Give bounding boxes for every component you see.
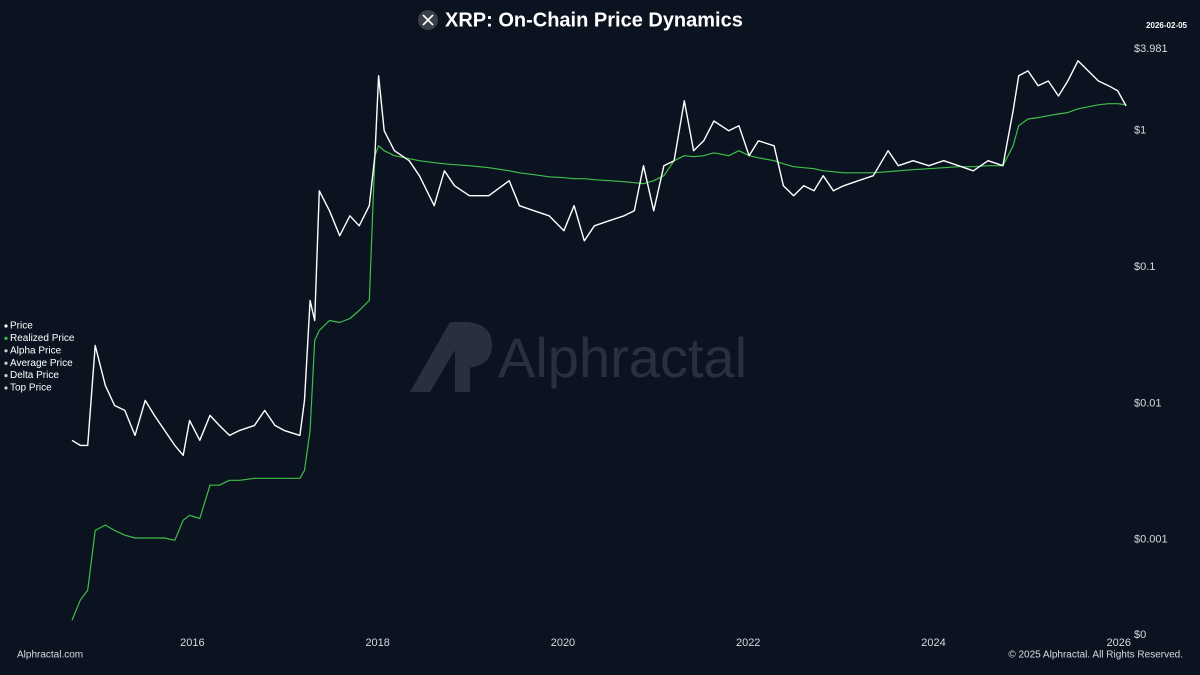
x-tick-label: 2016 [180, 637, 204, 649]
series-line [71, 103, 1127, 621]
x-tick-label: 2026 [1106, 637, 1130, 649]
date-label: 2026-02-05 [1146, 21, 1187, 30]
x-tick-label: 2018 [365, 637, 389, 649]
icon-x [422, 14, 434, 26]
title-icon [418, 10, 438, 30]
legend-marker [4, 336, 8, 340]
source-label: Alphractal.com [17, 650, 83, 661]
legend-label: Realized Price [10, 333, 75, 344]
x-tick-label: 2020 [551, 637, 575, 649]
series-line [71, 60, 1127, 456]
watermark: Alphractal [410, 322, 747, 392]
legend-marker [4, 361, 8, 365]
chart-title: XRP: On-Chain Price Dynamics [445, 9, 743, 31]
y-tick-label: $0.001 [1134, 534, 1168, 546]
legend-marker [4, 374, 8, 378]
y-tick-label: $1 [1134, 125, 1146, 137]
legend-marker [4, 349, 8, 353]
x-tick-label: 2022 [736, 637, 760, 649]
watermark-logo-bowl [462, 322, 492, 368]
x-tick-label: 2024 [921, 637, 945, 649]
y-tick-label: $3.981 [1134, 43, 1168, 55]
legend-label: Average Price [10, 358, 73, 369]
watermark-text: Alphractal [498, 326, 747, 389]
copyright-label: © 2025 Alphractal. All Rights Reserved. [1008, 650, 1183, 661]
legend-label: Top Price [10, 383, 52, 394]
y-tick-label: $0.01 [1134, 397, 1162, 409]
watermark-logo [410, 322, 470, 392]
legend-marker [4, 386, 8, 390]
y-tick-label: $0.1 [1134, 261, 1155, 273]
y-tick-label: $0 [1134, 629, 1146, 641]
legend-label: Alpha Price [10, 345, 62, 356]
legend-label: Price [10, 321, 33, 332]
legend-label: Delta Price [10, 370, 59, 381]
legend-marker [4, 324, 8, 328]
